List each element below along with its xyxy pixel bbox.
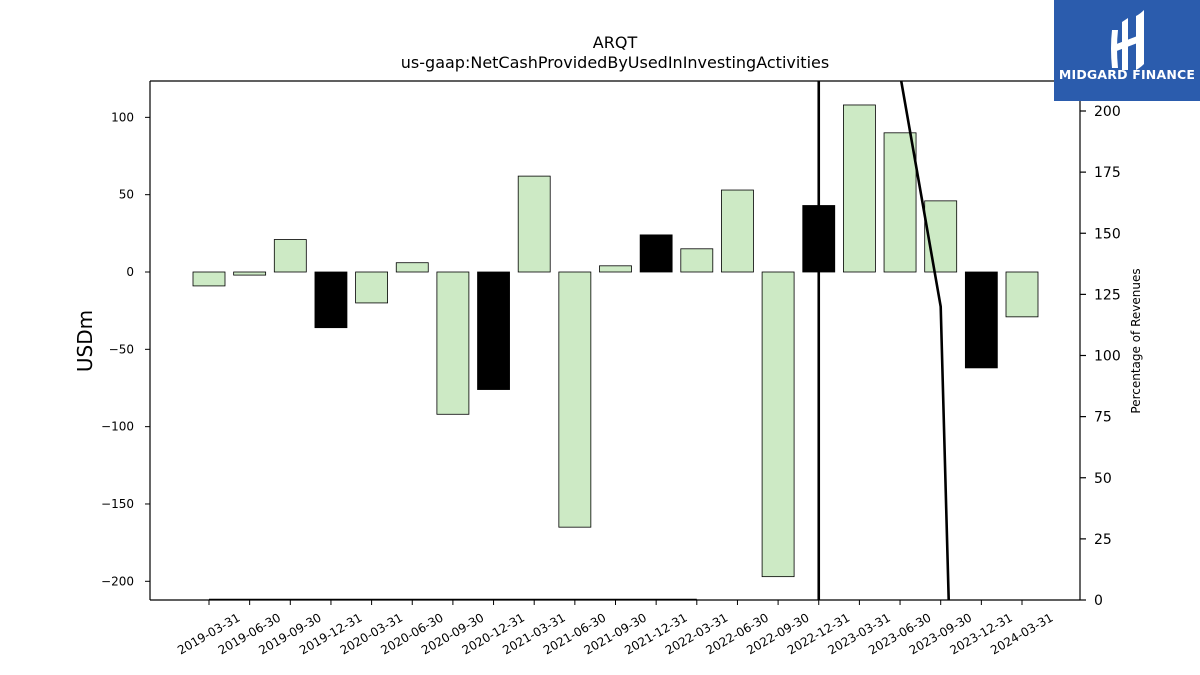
bar: [273, 239, 307, 273]
y-axis-label: USDm: [73, 310, 97, 372]
y2-tick-label: 0: [1094, 593, 1103, 609]
y2-axis-label: Percentage of Revenues: [1129, 268, 1143, 413]
bar: [192, 271, 226, 287]
bar: [1005, 271, 1039, 318]
bar: [436, 271, 470, 415]
y-tick-label: −150: [101, 497, 134, 511]
y2-tick-label: 75: [1094, 410, 1112, 426]
bar: [395, 262, 429, 273]
y-tick-label: −50: [109, 342, 134, 356]
bar: [477, 271, 510, 390]
bar: [517, 175, 551, 273]
y-tick-label: 50: [119, 188, 134, 202]
chart-title: ARQT: [593, 33, 638, 52]
logo-text: MIDGARD FINANCE: [1058, 67, 1196, 82]
bar: [924, 200, 958, 273]
bar: [964, 271, 998, 369]
y2-tick-label: 175: [1094, 165, 1121, 181]
y2-tick-label: 100: [1094, 349, 1121, 365]
bar: [233, 271, 267, 276]
lines-layer: [209, 81, 950, 600]
bar: [599, 265, 632, 273]
y-tick-label: 0: [126, 265, 134, 279]
bars-layer: [192, 104, 1039, 578]
y2-tick-label: 150: [1094, 226, 1121, 242]
bar: [355, 271, 389, 304]
bar: [314, 271, 348, 329]
bar: [761, 271, 795, 578]
bar: [721, 189, 754, 273]
logo: MIDGARD FINANCE: [1054, 0, 1200, 101]
y-tick-label: −200: [101, 574, 134, 588]
bar: [639, 234, 673, 273]
chart-subtitle: us-gaap:NetCashProvidedByUsedInInvesting…: [401, 53, 829, 72]
y2-tick-label: 50: [1094, 471, 1112, 487]
y2-tick-label: 200: [1094, 104, 1121, 120]
bar: [843, 104, 876, 273]
axes-layer: −200 −150 −100 −50 0 50 100 0 25 50 75 100 125 150 175…: [101, 80, 1121, 657]
y-tick-label: −100: [101, 420, 134, 434]
bar: [558, 271, 592, 528]
bar: [883, 132, 917, 273]
bar: [680, 248, 714, 273]
line-series: [899, 81, 950, 600]
y2-tick-label: 25: [1094, 532, 1112, 548]
y2-tick-label: 125: [1094, 287, 1121, 303]
logo-mark-icon: [1111, 10, 1144, 70]
y-tick-label: 100: [111, 110, 134, 124]
